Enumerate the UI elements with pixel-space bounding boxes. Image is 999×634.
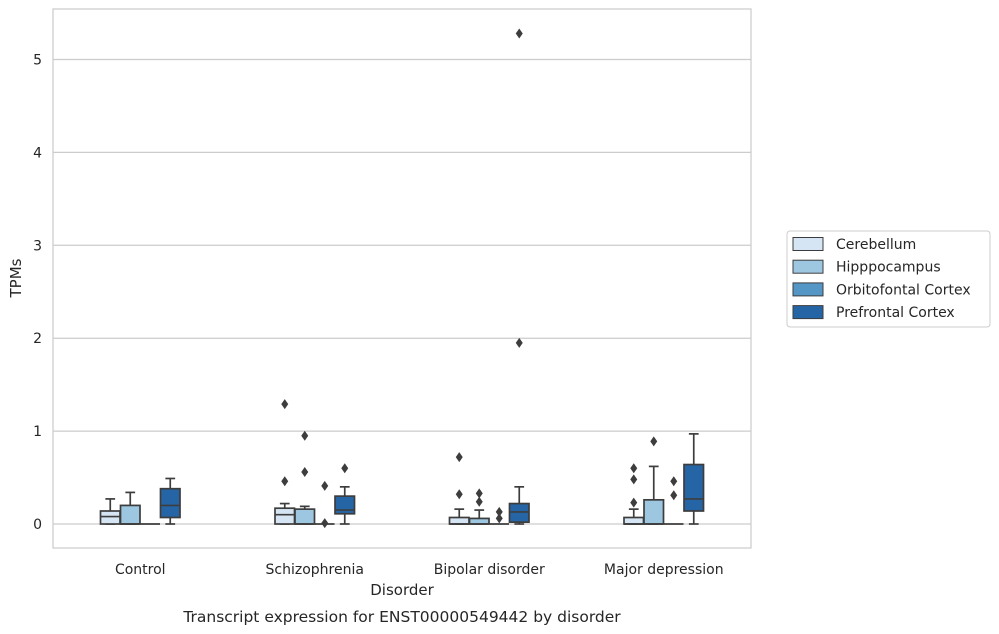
x-tick-label: Control (115, 562, 166, 578)
box-body (334, 495, 356, 515)
outlier-point (301, 430, 309, 441)
box-3-0 (623, 463, 645, 525)
outlier-point (281, 476, 289, 487)
x-axis-label: Disorder (370, 581, 434, 599)
x-tick-label: Bipolar disorder (434, 562, 545, 578)
legend-swatch (792, 305, 824, 320)
box-body (294, 508, 316, 525)
legend-label: Orbitofontal Cortex (836, 282, 971, 298)
box-3-3 (683, 433, 705, 525)
box-body (99, 510, 121, 525)
chart-caption: Transcript expression for ENST0000054944… (182, 608, 621, 626)
box-0-1 (119, 491, 141, 525)
box-2-2 (489, 506, 509, 525)
box-body (643, 498, 665, 525)
box-body (448, 516, 470, 525)
outlier-point (630, 463, 638, 474)
y-tick-label: 0 (33, 517, 42, 533)
box-body (274, 507, 296, 525)
legend-swatch (792, 259, 824, 274)
y-tick-label: 5 (33, 53, 42, 69)
outlier-point (515, 28, 523, 39)
outlier-point (630, 497, 638, 508)
y-tick-label: 1 (33, 424, 42, 440)
outlier-point (495, 506, 503, 517)
outlier-point (281, 399, 289, 410)
outlier-point (630, 474, 638, 485)
y-axis-label: TPMs (7, 258, 25, 298)
outlier-point (321, 518, 329, 529)
outlier-point (341, 463, 349, 474)
x-tick-label: Major depression (604, 562, 724, 578)
box-1-3 (334, 463, 356, 525)
outlier-point (495, 513, 503, 524)
outlier-point (455, 489, 463, 500)
y-tick-label: 2 (33, 331, 42, 347)
outlier-point (455, 452, 463, 463)
box-2-1 (468, 488, 490, 525)
box-body (159, 487, 181, 519)
box-3-2 (664, 476, 684, 525)
outlier-point (650, 436, 658, 447)
box-body (119, 504, 141, 525)
outlier-point (670, 490, 678, 501)
legend-label: Hipppocampus (836, 260, 941, 276)
boxes (99, 28, 705, 529)
box-body (623, 516, 645, 525)
box-1-0 (274, 399, 296, 525)
legend: Cerebellum Hipppocampus Orbitofontal Corte… (786, 230, 991, 328)
legend-swatch (792, 282, 824, 297)
y-axis-ticks: 0 1 2 3 4 5 (33, 53, 42, 534)
box-1-2 (315, 480, 335, 529)
y-tick-label: 4 (33, 145, 42, 161)
legend-swatch (792, 237, 824, 251)
legend-label: Prefrontal Cortex (836, 305, 955, 321)
box-0-3 (159, 477, 181, 525)
box-3-1 (643, 436, 665, 525)
x-axis-ticks: Control Schizophrenia Bipolar disorder Majo… (115, 562, 724, 578)
box-body (683, 463, 705, 512)
legend-frame (786, 230, 991, 328)
plot-area (52, 8, 752, 549)
box-1-1 (294, 430, 316, 525)
outlier-point (301, 466, 309, 477)
box-2-3 (508, 28, 530, 525)
y-tick-label: 3 (33, 238, 42, 254)
outlier-point (670, 476, 678, 487)
box-2-0 (448, 452, 470, 525)
outlier-point (475, 488, 483, 499)
outlier-point (475, 496, 483, 507)
legend-label: Cerebellum (836, 237, 916, 253)
box-body (508, 502, 530, 523)
x-tick-label: Schizophrenia (266, 562, 364, 578)
outlier-point (321, 480, 329, 491)
outlier-point (515, 337, 523, 348)
